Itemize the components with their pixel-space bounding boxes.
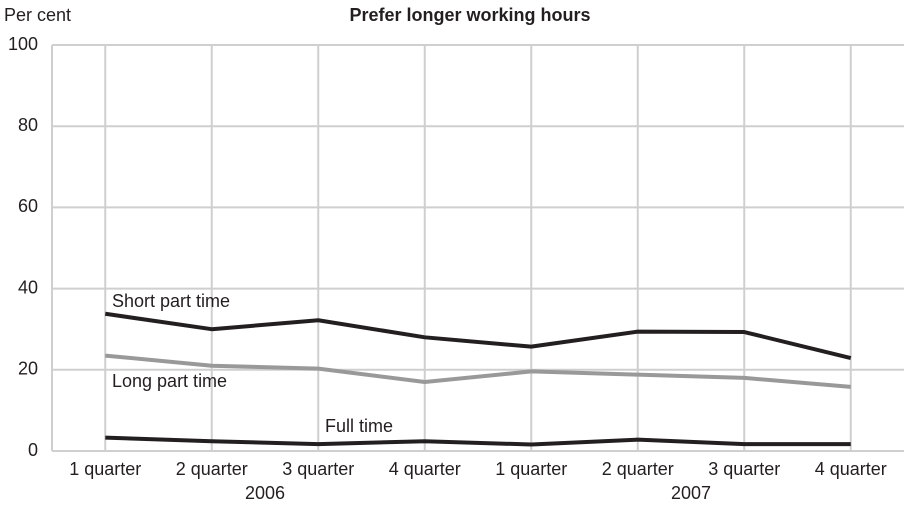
y-tick-label: 80: [18, 115, 38, 135]
y-tick-label: 100: [8, 34, 38, 54]
y-tick-label: 60: [18, 196, 38, 216]
x-tick-label: 2 quarter: [176, 459, 248, 479]
y-tick-label: 20: [18, 359, 38, 379]
year-label: 2007: [671, 483, 711, 503]
x-tick-label: 4 quarter: [815, 459, 887, 479]
x-tick-label: 4 quarter: [389, 459, 461, 479]
year-label: 2006: [245, 483, 285, 503]
x-tick-label: 3 quarter: [708, 459, 780, 479]
series-label: Short part time: [112, 291, 230, 311]
y-tick-label: 0: [28, 440, 38, 460]
y-tick-label: 40: [18, 277, 38, 297]
series-label: Long part time: [112, 371, 227, 391]
x-tick-label: 1 quarter: [69, 459, 141, 479]
x-tick-label: 3 quarter: [282, 459, 354, 479]
series-label: Full time: [325, 416, 393, 436]
chart-title: Prefer longer working hours: [349, 5, 590, 25]
y-axis-label: Per cent: [4, 5, 71, 25]
series-line: [105, 435, 851, 447]
x-tick-label: 1 quarter: [495, 459, 567, 479]
series-line: [105, 353, 851, 389]
x-tick-label: 2 quarter: [602, 459, 674, 479]
series-line: [104, 311, 852, 360]
